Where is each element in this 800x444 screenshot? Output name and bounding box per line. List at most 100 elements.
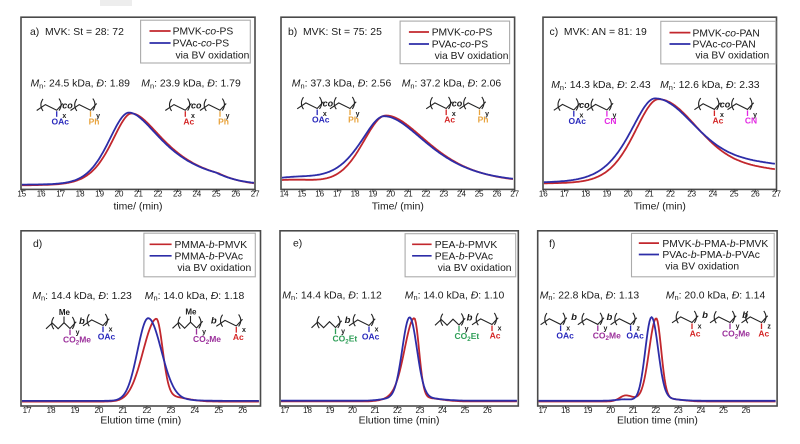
svg-text:Ph: Ph	[478, 115, 489, 125]
svg-text:Ac: Ac	[690, 329, 701, 339]
svg-text:y: y	[613, 113, 617, 120]
svg-text:25: 25	[719, 406, 728, 415]
svg-text:CO2Me: CO2Me	[193, 334, 221, 346]
svg-text:18: 18	[303, 406, 312, 415]
svg-text:Mn: 22.8 kDa, Đ: 1.13: Mn: 22.8 kDa, Đ: 1.13	[540, 290, 640, 302]
svg-text:Mn: 14.4 kDa, Đ: 1.23: Mn: 14.4 kDa, Đ: 1.23	[32, 291, 132, 303]
svg-text:Mn: 14.0 kDa, Đ: 1.10: Mn: 14.0 kDa, Đ: 1.10	[405, 290, 505, 302]
svg-text:24: 24	[696, 406, 705, 415]
svg-text:CO2Me: CO2Me	[722, 329, 750, 341]
svg-text:Mn: 14.4 kDa, Đ: 1.12: Mn: 14.4 kDa, Đ: 1.12	[282, 290, 382, 302]
svg-text:16: 16	[539, 189, 548, 198]
svg-text:CN: CN	[604, 116, 616, 126]
svg-text:23: 23	[687, 189, 696, 198]
svg-text:b: b	[606, 312, 612, 323]
svg-text:26: 26	[493, 189, 502, 198]
svg-text:18: 18	[76, 189, 85, 198]
svg-text:co: co	[720, 100, 731, 110]
svg-text:22: 22	[142, 406, 151, 415]
svg-text:Mn: 12.6 kDa, Đ: 2.33: Mn: 12.6 kDa, Đ: 2.33	[660, 80, 760, 92]
svg-text:Time/ (min): Time/ (min)	[634, 202, 686, 213]
svg-text:Mn: 20.0 kDa, Đ: 1.14: Mn: 20.0 kDa, Đ: 1.14	[666, 290, 766, 302]
svg-text:Ac: Ac	[183, 116, 194, 126]
svg-text:Mn: 37.2 kDa, Đ: 2.06: Mn: 37.2 kDa, Đ: 2.06	[402, 79, 502, 91]
svg-text:20: 20	[624, 189, 633, 198]
svg-text:b: b	[571, 312, 577, 323]
svg-text:Me: Me	[59, 308, 71, 317]
svg-text:OAc: OAc	[312, 115, 330, 125]
svg-text:26: 26	[751, 189, 760, 198]
svg-text:15: 15	[297, 189, 306, 198]
svg-text:c) MVK: AN = 81: 19: c) MVK: AN = 81: 19	[550, 27, 648, 38]
svg-text:24: 24	[438, 406, 447, 415]
svg-text:d): d)	[33, 239, 42, 250]
svg-text:14: 14	[280, 189, 289, 198]
svg-text:25: 25	[461, 406, 470, 415]
svg-text:OAc: OAc	[51, 116, 69, 126]
svg-text:via BV oxidation: via BV oxidation	[177, 263, 251, 274]
svg-text:19: 19	[584, 406, 593, 415]
svg-text:PMVK-b-PMA-b-PMVK: PMVK-b-PMA-b-PMVK	[662, 239, 768, 250]
svg-text:Ac: Ac	[490, 331, 501, 341]
svg-text:y: y	[96, 113, 100, 120]
svg-text:co: co	[191, 100, 202, 110]
svg-text:PVAc-co-PS: PVAc-co-PS	[173, 39, 230, 50]
svg-text:21: 21	[134, 189, 143, 198]
svg-text:y: y	[753, 112, 757, 119]
svg-text:20: 20	[386, 189, 395, 198]
svg-text:b: b	[467, 312, 473, 323]
svg-text:25: 25	[212, 189, 221, 198]
svg-text:PVAc-co-PAN: PVAc-co-PAN	[693, 40, 756, 51]
svg-text:b) MVK: St = 75: 25: b) MVK: St = 75: 25	[288, 27, 382, 38]
svg-text:23: 23	[416, 406, 425, 415]
svg-text:f): f)	[549, 239, 555, 250]
svg-text:21: 21	[118, 406, 127, 415]
svg-text:OAc: OAc	[626, 331, 644, 341]
svg-text:CO2Et: CO2Et	[333, 334, 358, 346]
svg-text:18: 18	[351, 189, 360, 198]
svg-text:via BV oxidation: via BV oxidation	[665, 262, 739, 273]
svg-text:23: 23	[439, 189, 448, 198]
svg-text:26: 26	[483, 406, 492, 415]
svg-text:Ph: Ph	[218, 116, 229, 126]
svg-text:Me: Me	[185, 308, 197, 317]
svg-text:x: x	[720, 112, 724, 119]
svg-text:19: 19	[602, 189, 611, 198]
svg-text:Ac: Ac	[444, 115, 455, 125]
svg-text:20: 20	[95, 406, 104, 415]
svg-text:17: 17	[538, 406, 547, 415]
svg-text:a) MVK: St = 28: 72: a) MVK: St = 28: 72	[30, 27, 124, 38]
svg-text:25: 25	[475, 189, 484, 198]
svg-text:x: x	[566, 326, 570, 333]
svg-text:via BV oxidation: via BV oxidation	[435, 51, 509, 62]
svg-text:x: x	[579, 113, 583, 120]
svg-text:Elution time (min): Elution time (min)	[359, 416, 440, 427]
svg-text:Ac: Ac	[758, 329, 769, 339]
svg-text:26: 26	[238, 406, 247, 415]
svg-text:27: 27	[510, 189, 519, 198]
svg-text:21: 21	[645, 189, 654, 198]
svg-text:y: y	[603, 326, 607, 333]
svg-text:PMMA-b-PMVK: PMMA-b-PMVK	[175, 240, 248, 251]
svg-text:26: 26	[742, 406, 751, 415]
svg-text:y: y	[356, 111, 360, 118]
svg-text:Time/ (min): Time/ (min)	[372, 202, 424, 213]
svg-text:Ac: Ac	[712, 116, 723, 126]
svg-text:x: x	[698, 324, 702, 331]
svg-text:OAc: OAc	[362, 332, 380, 342]
svg-text:y: y	[341, 329, 345, 336]
svg-text:17: 17	[56, 189, 65, 198]
svg-text:Elution time (min): Elution time (min)	[100, 416, 181, 427]
svg-text:Mn: 24.5 kDa, Đ: 1.89: Mn: 24.5 kDa, Đ: 1.89	[31, 79, 131, 91]
svg-text:x: x	[191, 113, 195, 120]
svg-text:PMVK-co-PS: PMVK-co-PS	[173, 27, 234, 38]
svg-text:y: y	[76, 330, 80, 337]
svg-text:22: 22	[393, 406, 402, 415]
svg-text:b: b	[345, 315, 351, 326]
svg-text:PMVK-co-PS: PMVK-co-PS	[432, 28, 493, 39]
svg-text:21: 21	[404, 189, 413, 198]
svg-text:22: 22	[154, 189, 163, 198]
svg-text:CN: CN	[745, 116, 757, 126]
svg-text:x: x	[242, 327, 246, 334]
svg-text:22: 22	[651, 406, 660, 415]
